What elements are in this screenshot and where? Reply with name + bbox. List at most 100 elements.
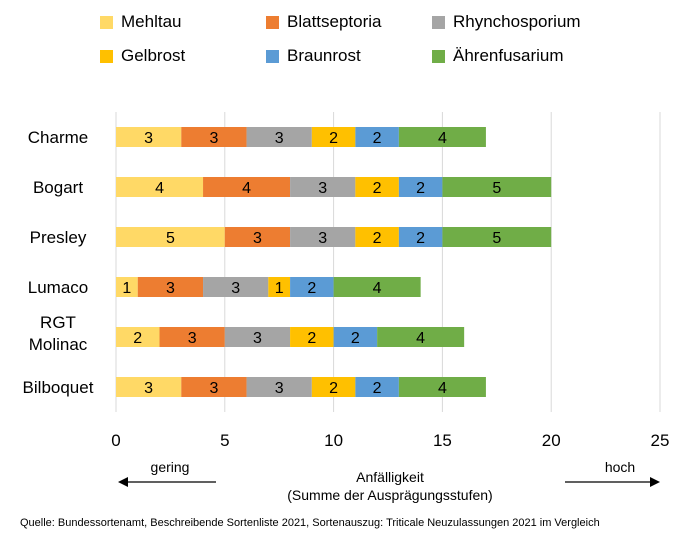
data-label: 2	[307, 330, 316, 347]
bar-segment	[159, 327, 225, 347]
arrow-right-head	[650, 477, 660, 487]
data-label: 2	[351, 330, 360, 347]
legend-label: Rhynchosporium	[453, 12, 581, 31]
bar-segment	[355, 177, 399, 197]
legend-item: Mehltau	[100, 12, 181, 32]
category-label: Lumaco	[28, 278, 88, 297]
x-tick-label: 5	[220, 431, 229, 450]
data-label: 4	[155, 180, 164, 197]
legend-label: Gelbrost	[121, 46, 186, 65]
legend-swatch	[100, 49, 113, 63]
bar-segment	[246, 127, 312, 147]
data-label: 4	[416, 330, 425, 347]
bar-segment	[311, 127, 356, 147]
bar-segment	[246, 377, 312, 397]
data-label: 3	[318, 180, 327, 197]
data-label: 5	[166, 230, 175, 247]
bar-segment	[116, 327, 160, 347]
data-label: 1	[122, 280, 131, 297]
bar-segment	[333, 277, 421, 297]
bar-segment	[290, 277, 334, 297]
data-label: 2	[373, 230, 382, 247]
bar-segment	[398, 377, 486, 397]
bar-segment	[181, 377, 247, 397]
data-label: 5	[492, 180, 501, 197]
x-tick-label: 15	[433, 431, 452, 450]
bar-segment	[290, 177, 356, 197]
legend-item: Blattseptoria	[266, 12, 382, 32]
data-label: 2	[416, 230, 425, 247]
legend-item: Ährenfusarium	[432, 46, 564, 66]
data-label: 3	[231, 280, 240, 297]
category-label: Charme	[28, 128, 88, 147]
data-label: 3	[144, 130, 153, 147]
bar-segment	[355, 377, 399, 397]
data-label: 2	[329, 380, 338, 397]
x-tick-label: 25	[651, 431, 670, 450]
bar-segment	[116, 127, 182, 147]
legend-swatch	[432, 15, 445, 29]
bar-segment	[355, 127, 399, 147]
data-label: 4	[242, 180, 251, 197]
x-axis-subtitle: (Summe der Ausprägungsstufen)	[287, 487, 493, 503]
data-label: 2	[373, 180, 382, 197]
data-label: 3	[166, 280, 175, 297]
data-label: 3	[253, 330, 262, 347]
data-label: 2	[373, 130, 382, 147]
bar-segment	[116, 227, 225, 247]
bar-segment	[268, 277, 291, 297]
legend-label: Braunrost	[287, 46, 361, 65]
bar-segment	[442, 177, 552, 197]
data-label: 4	[373, 280, 382, 297]
data-label: 5	[492, 230, 501, 247]
x-tick-label: 10	[324, 431, 343, 450]
data-label: 1	[275, 280, 284, 297]
category-label: Bilboquet	[23, 378, 94, 397]
bar-segment	[311, 377, 356, 397]
arrow-left-head	[118, 477, 128, 487]
bar-segment	[116, 377, 182, 397]
data-label: 2	[307, 280, 316, 297]
data-label: 4	[438, 380, 447, 397]
bar-segment	[181, 127, 247, 147]
legend-label: Blattseptoria	[287, 12, 382, 31]
data-label: 3	[275, 130, 284, 147]
category-label: RGT	[40, 313, 76, 332]
x-tick-label: 0	[111, 431, 120, 450]
data-label: 2	[329, 130, 338, 147]
bar-segment	[398, 127, 486, 147]
category-label: Presley	[30, 228, 87, 247]
bar-segment	[290, 227, 356, 247]
bar-segment	[377, 327, 465, 347]
bar-segment	[333, 327, 378, 347]
data-label: 3	[318, 230, 327, 247]
data-label: 4	[438, 130, 447, 147]
legend-item: Braunrost	[266, 46, 361, 66]
data-label: 2	[133, 330, 142, 347]
data-label: 3	[275, 380, 284, 397]
legend-swatch	[266, 49, 279, 63]
legend-swatch	[432, 49, 445, 63]
legend-swatch	[266, 15, 279, 29]
data-label: 3	[144, 380, 153, 397]
category-label: Bogart	[33, 178, 83, 197]
data-label: 3	[188, 330, 197, 347]
bar-segment	[398, 177, 443, 197]
category-label: Molinac	[29, 335, 88, 354]
bar-segment	[442, 227, 552, 247]
bar-segment	[398, 227, 443, 247]
data-label: 3	[209, 380, 218, 397]
data-label: 3	[209, 130, 218, 147]
legend-swatch	[100, 15, 113, 29]
bar-segment	[355, 227, 399, 247]
legend-item: Gelbrost	[100, 46, 185, 66]
bar-segment	[224, 327, 291, 347]
arrow-right-label: hoch	[604, 459, 636, 475]
bar-segment	[116, 277, 138, 297]
x-axis-title: Anfälligkeit	[356, 469, 424, 485]
legend-label: Mehltau	[121, 12, 182, 31]
legend-item: Rhynchosporium	[432, 12, 581, 32]
bar-segment	[116, 177, 204, 197]
data-label: 2	[373, 380, 382, 397]
